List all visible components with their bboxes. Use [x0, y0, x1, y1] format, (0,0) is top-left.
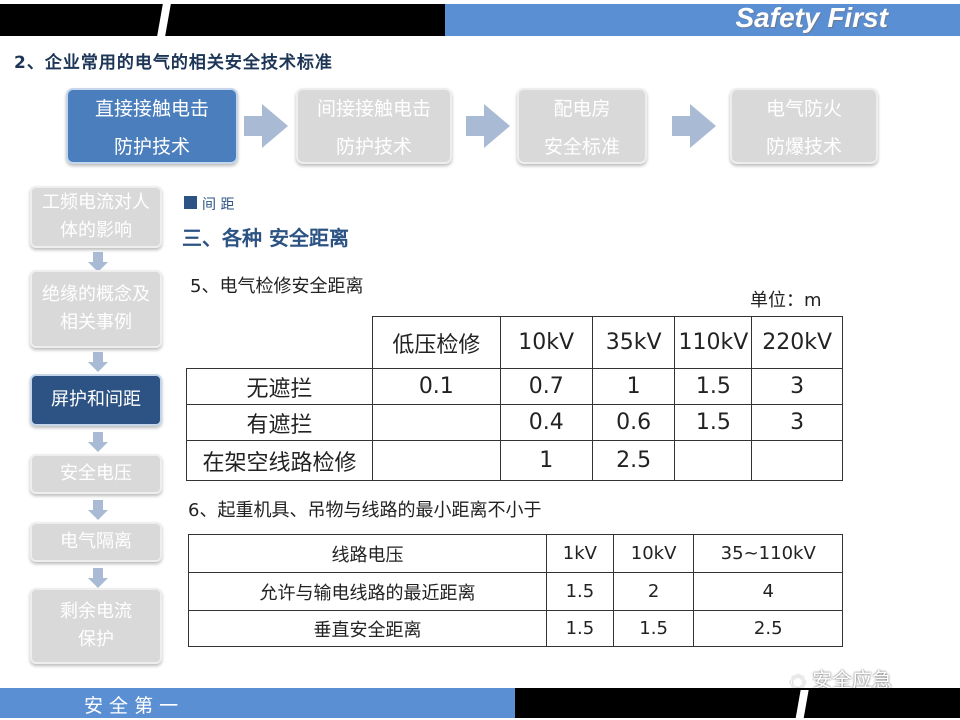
header-bar-black — [0, 4, 445, 36]
table-header-cell: 35kV — [591, 316, 676, 369]
arrow-down-icon — [88, 568, 108, 588]
sidebar-item-current-effect[interactable]: 工频电流对人体的影响 — [30, 186, 162, 248]
crane-distance-table: 线路电压 1kV 10kV 35~110kV 允许与输电线路的最近距离 1.5 2 4 垂直安全… — [187, 534, 843, 647]
arrow-down-icon — [88, 500, 108, 520]
table-header-cell: 低压检修 — [372, 316, 501, 369]
table-cell — [674, 440, 753, 481]
sidebar-item-label: 安全电压 — [60, 463, 132, 484]
page-subtitle: 2、企业常用的电气的相关安全技术标准 — [14, 53, 333, 73]
step-label: 防护技术 — [335, 136, 412, 158]
table-row: 无遮拦 0.1 0.7 1 1.5 3 — [185, 368, 843, 405]
step-substation[interactable]: 配电房 安全标准 — [517, 88, 647, 164]
step-direct-contact[interactable]: 直接接触电击 防护技术 — [66, 88, 238, 164]
table-row: 垂直安全距离 1.5 1.5 2.5 — [187, 610, 843, 647]
step-fire-explosion[interactable]: 电气防火 防爆技术 — [730, 88, 878, 164]
table-cell: 1.5 — [546, 572, 614, 611]
table-cell — [372, 440, 501, 481]
sidebar-item-insulation[interactable]: 绝缘的概念及相关事例 — [30, 270, 162, 348]
table-header-cell: 10kV — [499, 316, 593, 369]
sidebar-item-label: 屏护和间距 — [51, 389, 141, 410]
table-cell: 2 — [612, 572, 695, 611]
table-cell: 3 — [751, 404, 843, 441]
table-cell — [372, 404, 501, 441]
arrow-down-icon — [88, 352, 108, 372]
table-cell — [751, 440, 843, 481]
sidebar-item-label: 剩余电流保护 — [60, 601, 132, 650]
sidebar-item-label: 工频电流对人体的影响 — [42, 192, 150, 241]
table-cell: 有遮拦 — [185, 404, 374, 441]
step-label: 防护技术 — [113, 136, 190, 158]
step-label: 配电房 — [553, 98, 611, 120]
section-tag: 间 距 — [202, 197, 235, 213]
maintenance-distance-table: 低压检修 10kV 35kV 110kV 220kV 无遮拦 0.1 0.7 1 1.5 3 有遮拦 0… — [185, 316, 843, 481]
sidebar-item-isolation[interactable]: 电气隔离 — [30, 522, 162, 562]
unit-label: 单位：m — [750, 290, 822, 311]
section6-title: 6、起重机具、吊物与线路的最小距离不小于 — [188, 500, 542, 521]
step-label: 直接接触电击 — [94, 98, 209, 120]
table-cell: 4 — [693, 572, 843, 611]
table-cell: 0.1 — [372, 368, 501, 405]
table-cell: 无遮拦 — [185, 368, 374, 405]
step-label: 间接接触电击 — [316, 98, 431, 120]
header-bar-blue — [445, 4, 960, 36]
table-cell: 0.4 — [499, 404, 593, 441]
bullet-square-icon — [184, 196, 197, 209]
arrow-right-icon — [672, 104, 716, 148]
table-cell: 垂直安全距离 — [187, 610, 548, 647]
table-row: 在架空线路检修 1 2.5 — [185, 440, 843, 481]
table-cell: 0.7 — [499, 368, 593, 405]
arrow-right-icon — [466, 104, 510, 148]
sidebar-item-residual-current[interactable]: 剩余电流保护 — [30, 588, 162, 664]
table-header-cell: 1kV — [546, 534, 614, 573]
footer-motto: 安 全 第 一 — [84, 695, 179, 717]
sidebar-item-shielding[interactable]: 屏护和间距 — [30, 374, 162, 426]
table-cell: 允许与输电线路的最近距离 — [187, 572, 548, 611]
table-header-cell: 220kV — [751, 316, 843, 369]
table-cell: 在架空线路检修 — [185, 440, 374, 481]
table-cell: 1.5 — [674, 368, 753, 405]
arrow-right-icon — [244, 104, 288, 148]
footer-bar-black — [515, 688, 960, 718]
table-header-cell: 线路电压 — [187, 534, 548, 573]
table-cell: 1.5 — [612, 610, 695, 647]
table-header-cell: 110kV — [674, 316, 753, 369]
table-header-cell: 10kV — [612, 534, 695, 573]
table-cell: 1.5 — [674, 404, 753, 441]
table-row: 有遮拦 0.4 0.6 1.5 3 — [185, 404, 843, 441]
table-cell: 1.5 — [546, 610, 614, 647]
table-cell: 2.5 — [693, 610, 843, 647]
wechat-icon: ◌ — [790, 671, 806, 692]
brand-title: Safety First — [735, 2, 889, 33]
sidebar-item-label: 绝缘的概念及相关事例 — [42, 284, 150, 333]
step-indirect-contact[interactable]: 间接接触电击 防护技术 — [296, 88, 452, 164]
table-header-row: 线路电压 1kV 10kV 35~110kV — [187, 534, 843, 573]
step-label: 安全标准 — [543, 136, 620, 158]
table-cell: 1 — [499, 440, 593, 481]
sidebar-item-label: 电气隔离 — [60, 531, 132, 552]
table-cell: 0.6 — [591, 404, 676, 441]
table-header-cell: 35~110kV — [693, 534, 843, 573]
table-header-row: 低压检修 10kV 35kV 110kV 220kV — [187, 316, 843, 369]
section5-title: 5、电气检修安全距离 — [190, 276, 364, 297]
sidebar-item-safe-voltage[interactable]: 安全电压 — [30, 454, 162, 494]
table-header-cell — [187, 317, 373, 369]
step-label: 电气防火 — [765, 98, 842, 120]
footer-bar-blue — [0, 688, 515, 718]
table-cell: 2.5 — [591, 440, 676, 481]
arrow-down-icon — [88, 252, 108, 272]
table-cell: 3 — [751, 368, 843, 405]
table-row: 允许与输电线路的最近距离 1.5 2 4 — [187, 572, 843, 611]
section-heading: 三、各种 安全距离 — [182, 226, 349, 250]
arrow-down-icon — [88, 432, 108, 452]
step-label: 防爆技术 — [765, 136, 842, 158]
table-cell: 1 — [591, 368, 676, 405]
